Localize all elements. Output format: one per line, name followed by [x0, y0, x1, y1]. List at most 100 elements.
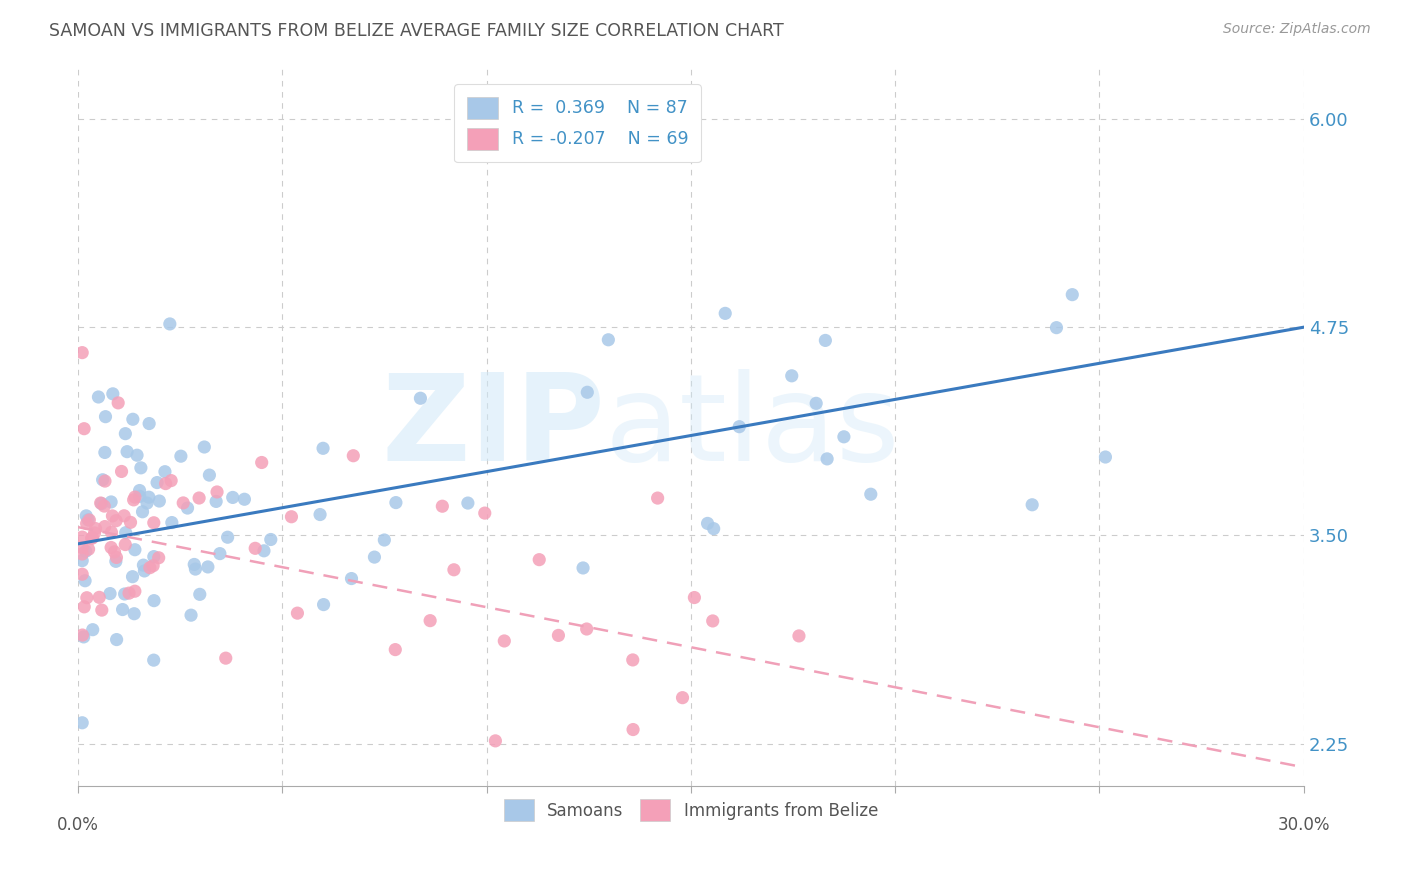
Point: [82, 623, 104, 637]
Point: [138, 417, 160, 431]
Point: [1062, 287, 1084, 301]
Point: [312, 598, 335, 612]
Point: [148, 550, 170, 565]
Point: [598, 333, 620, 347]
Point: [142, 558, 165, 573]
Legend: Samoans, Immigrants from Belize: Samoans, Immigrants from Belize: [498, 793, 884, 828]
Point: [260, 533, 283, 547]
Point: [89, 591, 111, 605]
Point: [208, 547, 231, 561]
Point: [342, 449, 364, 463]
Point: [1094, 450, 1116, 464]
Point: [188, 491, 211, 505]
Point: [215, 651, 238, 665]
Point: [129, 460, 152, 475]
Point: [121, 412, 143, 426]
Point: [815, 451, 838, 466]
Point: [457, 496, 479, 510]
Point: [124, 584, 146, 599]
Point: [148, 494, 170, 508]
Point: [780, 368, 803, 383]
Point: [114, 525, 136, 540]
Point: [79, 513, 101, 527]
Point: [143, 593, 166, 607]
Point: [529, 552, 551, 566]
Point: [111, 602, 134, 616]
Point: [153, 465, 176, 479]
Point: [72, 628, 94, 642]
Point: [125, 448, 148, 462]
Point: [101, 387, 124, 401]
Point: [73, 599, 96, 614]
Point: [107, 396, 129, 410]
Point: [170, 449, 193, 463]
Point: [188, 587, 211, 601]
Point: [122, 607, 145, 621]
Point: [193, 440, 215, 454]
Point: [128, 489, 150, 503]
Point: [703, 522, 725, 536]
Point: [112, 508, 135, 523]
Point: [683, 591, 706, 605]
Point: [419, 614, 441, 628]
Point: [832, 430, 855, 444]
Point: [172, 496, 194, 510]
Point: [197, 560, 219, 574]
Point: [93, 499, 115, 513]
Point: [575, 622, 598, 636]
Point: [385, 495, 408, 509]
Point: [94, 474, 117, 488]
Point: [104, 554, 127, 568]
Point: [91, 473, 114, 487]
Point: [121, 570, 143, 584]
Point: [90, 497, 112, 511]
Point: [647, 491, 669, 505]
Point: [184, 562, 207, 576]
Point: [98, 586, 121, 600]
Point: [312, 442, 335, 456]
Point: [384, 642, 406, 657]
Point: [73, 422, 96, 436]
Point: [70, 345, 93, 359]
Point: [70, 567, 93, 582]
Point: [363, 550, 385, 565]
Point: [100, 525, 122, 540]
Point: [146, 475, 169, 490]
Point: [1021, 498, 1043, 512]
Point: [101, 508, 124, 523]
Point: [159, 317, 181, 331]
Point: [100, 495, 122, 509]
Point: [75, 508, 97, 523]
Point: [576, 385, 599, 400]
Point: [572, 561, 595, 575]
Point: [484, 734, 506, 748]
Point: [180, 608, 202, 623]
Point: [443, 563, 465, 577]
Point: [124, 490, 146, 504]
Point: [80, 532, 103, 546]
Point: [70, 715, 93, 730]
Point: [702, 614, 724, 628]
Point: [373, 533, 395, 547]
Point: [142, 516, 165, 530]
Point: [183, 558, 205, 572]
Point: [621, 653, 644, 667]
Point: [859, 487, 882, 501]
Point: [94, 409, 117, 424]
Point: [176, 501, 198, 516]
Point: [139, 560, 162, 574]
Text: Source: ZipAtlas.com: Source: ZipAtlas.com: [1223, 22, 1371, 37]
Point: [70, 541, 93, 555]
Point: [131, 505, 153, 519]
Point: [105, 632, 128, 647]
Point: [136, 496, 159, 510]
Point: [138, 490, 160, 504]
Point: [70, 530, 93, 544]
Point: [110, 465, 132, 479]
Point: [76, 516, 98, 531]
Point: [77, 542, 100, 557]
Point: [142, 549, 165, 564]
Point: [547, 628, 569, 642]
Point: [94, 519, 117, 533]
Text: 30.0%: 30.0%: [1278, 815, 1330, 834]
